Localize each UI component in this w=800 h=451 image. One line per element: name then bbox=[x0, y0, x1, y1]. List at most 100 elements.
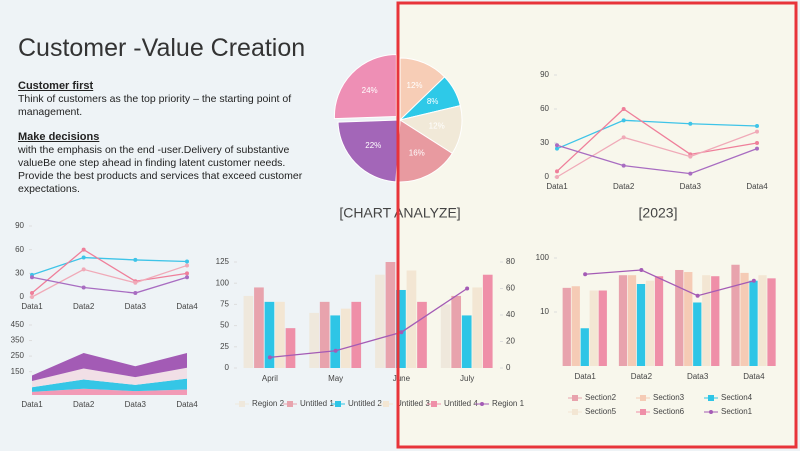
bar bbox=[319, 301, 330, 368]
point bbox=[555, 175, 559, 179]
y-tick-label: 450 bbox=[11, 320, 25, 329]
bar bbox=[309, 312, 320, 368]
y-tick-label: 0 bbox=[545, 172, 550, 181]
point bbox=[695, 293, 700, 298]
section-heading: Make decisions bbox=[18, 131, 100, 143]
legend-marker bbox=[640, 395, 646, 401]
point bbox=[185, 271, 189, 276]
bar bbox=[472, 287, 483, 368]
y-tick-label: 60 bbox=[506, 284, 515, 293]
legend-label: Untitled 1 bbox=[300, 399, 334, 408]
y-tick-label: 30 bbox=[15, 268, 24, 277]
legend-marker bbox=[383, 401, 389, 407]
bar bbox=[758, 275, 767, 366]
x-tick-label: June bbox=[393, 374, 411, 383]
point bbox=[621, 135, 626, 140]
point bbox=[399, 330, 404, 335]
point bbox=[688, 171, 693, 176]
point bbox=[621, 118, 626, 123]
caption: [2023] bbox=[639, 205, 678, 221]
x-tick-label: Data3 bbox=[125, 302, 147, 311]
point bbox=[755, 129, 759, 134]
area bbox=[32, 388, 187, 395]
slide-title: Customer -Value Creation bbox=[18, 34, 306, 62]
data-label: 8% bbox=[427, 97, 439, 106]
y-tick-label: 60 bbox=[540, 104, 549, 113]
bar bbox=[684, 272, 693, 366]
y-tick-label: 100 bbox=[536, 253, 550, 262]
bar bbox=[571, 286, 580, 366]
point bbox=[333, 348, 338, 353]
x-tick-label: Data4 bbox=[746, 182, 768, 191]
x-tick-label: Data2 bbox=[613, 182, 635, 191]
bar bbox=[693, 302, 702, 366]
bar bbox=[627, 275, 637, 366]
bar bbox=[254, 287, 264, 368]
legend-label: Untitled 2 bbox=[348, 399, 382, 408]
bar bbox=[598, 290, 607, 366]
point bbox=[755, 141, 759, 145]
x-tick-label: Data2 bbox=[73, 302, 95, 311]
y-tick-label: 125 bbox=[216, 257, 230, 266]
y-tick-label: 40 bbox=[506, 310, 515, 319]
bar bbox=[580, 328, 589, 366]
legend-label: Section1 bbox=[721, 407, 753, 416]
legend-marker bbox=[431, 401, 437, 407]
bar bbox=[562, 287, 571, 366]
x-tick-label: Data4 bbox=[176, 302, 198, 311]
legend-label: Section5 bbox=[585, 407, 617, 416]
legend-marker bbox=[640, 409, 646, 415]
bar bbox=[385, 262, 396, 368]
bar bbox=[645, 280, 655, 366]
bar bbox=[451, 295, 462, 368]
bar bbox=[636, 284, 646, 366]
legend-marker bbox=[480, 402, 484, 406]
x-tick-label: Data3 bbox=[680, 182, 702, 191]
point bbox=[267, 355, 272, 360]
y-tick-label: 100 bbox=[216, 278, 230, 287]
bar bbox=[461, 315, 472, 368]
point bbox=[133, 291, 138, 296]
point bbox=[30, 291, 34, 296]
data-label: 12% bbox=[407, 81, 423, 90]
point bbox=[81, 267, 86, 272]
pie-slice bbox=[337, 119, 401, 183]
section-text: with the emphasis on the end -user.Deliv… bbox=[18, 144, 303, 195]
pie-slice bbox=[333, 54, 397, 120]
x-tick-label: Data2 bbox=[631, 372, 653, 381]
point bbox=[133, 280, 138, 285]
point bbox=[555, 169, 559, 174]
bar bbox=[675, 269, 684, 366]
section-heading: Customer first bbox=[18, 80, 94, 92]
bar bbox=[749, 280, 758, 366]
bar bbox=[589, 290, 598, 366]
x-tick-label: May bbox=[328, 374, 343, 383]
point bbox=[688, 121, 693, 126]
y-tick-label: 25 bbox=[220, 342, 229, 351]
x-tick-label: July bbox=[460, 374, 474, 383]
point bbox=[133, 257, 138, 262]
legend-label: Region 1 bbox=[492, 399, 525, 408]
bar bbox=[243, 295, 254, 368]
point bbox=[185, 259, 189, 264]
section-text: Think of customers as the top priority –… bbox=[18, 93, 292, 118]
x-tick-label: Data1 bbox=[546, 182, 568, 191]
point bbox=[81, 285, 86, 290]
x-tick-label: Data1 bbox=[21, 400, 43, 409]
x-tick-label: April bbox=[262, 374, 278, 383]
line bbox=[31, 256, 188, 276]
legend-label: Section6 bbox=[653, 407, 685, 416]
legend-label: Section4 bbox=[721, 393, 753, 402]
y-tick-label: 0 bbox=[20, 292, 25, 301]
bar bbox=[285, 328, 296, 368]
bar bbox=[417, 301, 427, 368]
y-tick-label: 0 bbox=[225, 363, 230, 372]
data-label: 24% bbox=[362, 86, 378, 95]
area bbox=[32, 367, 187, 388]
y-tick-label: 30 bbox=[540, 138, 549, 147]
x-tick-label: Data4 bbox=[743, 372, 765, 381]
area bbox=[32, 378, 187, 392]
bar bbox=[406, 270, 417, 368]
x-tick-label: Data1 bbox=[574, 372, 596, 381]
